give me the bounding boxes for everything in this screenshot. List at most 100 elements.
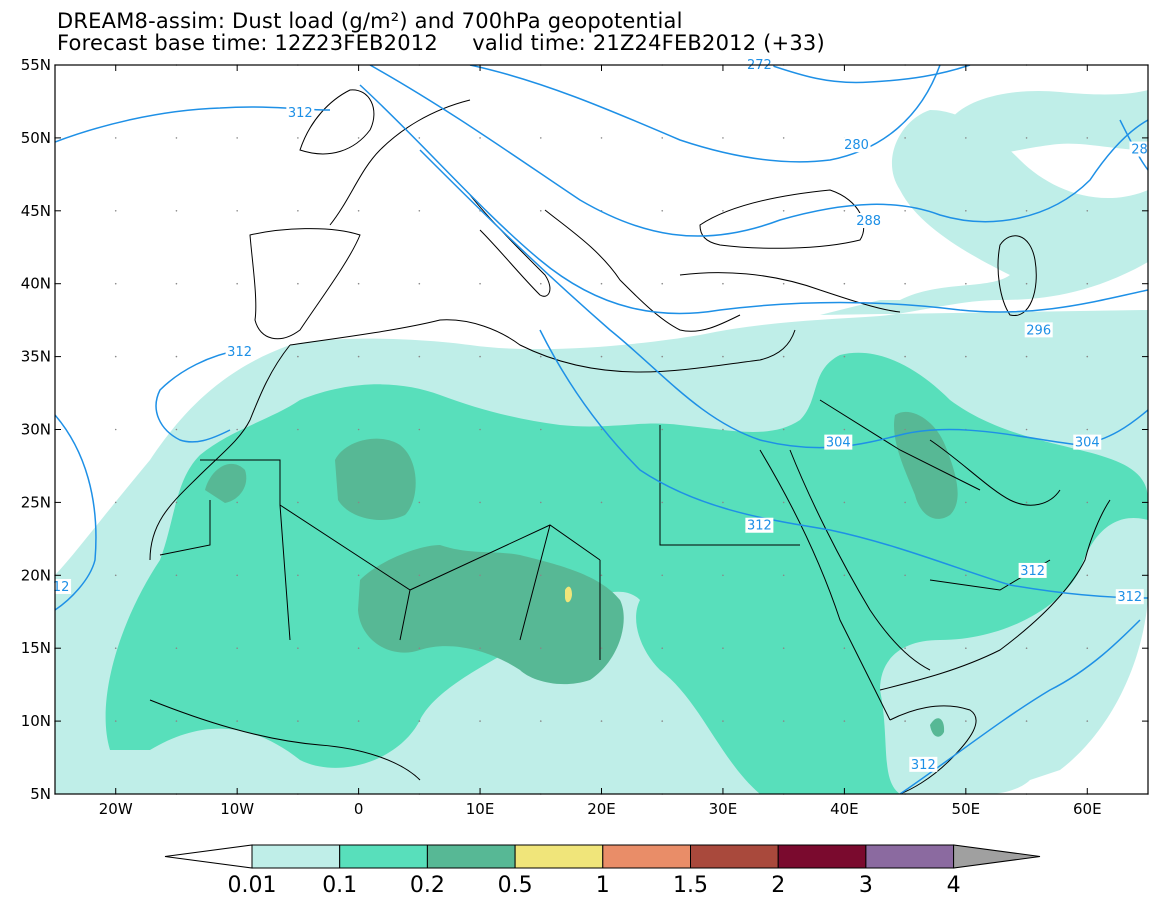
contour-label: 28 — [1129, 141, 1150, 158]
contour-label: 312 — [909, 756, 938, 773]
colorbar-label: 0.01 — [228, 873, 277, 898]
contour-272 — [769, 65, 971, 84]
colorbar-label: 3 — [859, 873, 873, 898]
contour-312-west — [155, 349, 241, 443]
x-tick-label: 30E — [709, 800, 738, 818]
contour-label: 312 — [745, 517, 774, 534]
x-tick-label: 0 — [354, 800, 364, 818]
colorbar-under-arrow — [164, 844, 253, 869]
y-tick-label: 25N — [21, 493, 51, 511]
y-tick-label: 50N — [21, 129, 51, 147]
colorbar-label: 2 — [771, 873, 785, 898]
contour-label-text: 280 — [844, 138, 869, 153]
coastline-horn-africa — [889, 705, 977, 794]
contour-label-text: 12 — [53, 580, 70, 595]
y-tick-label: 30N — [21, 421, 51, 439]
geopotential-contours — [55, 65, 1148, 794]
contour-288 — [369, 65, 1148, 237]
contour-label: 296 — [1024, 322, 1053, 338]
y-tick-label: 5N — [30, 785, 51, 803]
coastline-black-sea — [699, 189, 865, 249]
colorbar-label: 0.1 — [322, 873, 357, 898]
y-tick-label: 15N — [21, 639, 51, 657]
coastline-balkans-greece — [544, 209, 741, 332]
colorbar-box — [426, 844, 516, 869]
contour-label: 12 — [51, 578, 72, 595]
map-title: DREAM8-assim: Dust load (g/m²) and 700hP… — [57, 9, 683, 33]
contour-label-text: 312 — [911, 758, 936, 773]
contour-label: 288 — [854, 213, 883, 229]
border-sahara-1 — [279, 504, 601, 641]
y-tick-label: 55N — [21, 56, 51, 74]
coastline-iberia — [249, 228, 361, 340]
contour-label: 312 — [1115, 589, 1144, 605]
coastline-italy — [469, 194, 551, 297]
contour-label-text: 312 — [747, 519, 772, 534]
x-tick-label: 10E — [466, 800, 495, 818]
x-tick-label: 10W — [220, 800, 254, 818]
border-sahara-3 — [159, 459, 281, 556]
contour-label-text: 312 — [288, 106, 313, 121]
colorbar-box — [777, 844, 867, 869]
contour-280 — [469, 65, 941, 163]
x-tick-label: 40E — [830, 800, 859, 818]
contour-label: 304 — [824, 434, 853, 451]
coastline-persian-gulf — [929, 439, 1061, 506]
colorbar-box — [602, 844, 691, 869]
colorbar: 0.01 0.1 0.2 0.5 1 1.5 2 3 4 — [164, 844, 1041, 898]
x-tick-label: 60E — [1073, 800, 1102, 818]
map-subtitle: Forecast base time: 12Z23FEB2012 valid t… — [57, 31, 825, 55]
dust-region-0.2 — [358, 545, 624, 685]
dust-load-shading — [55, 90, 1148, 794]
contour-label-text: 312 — [1117, 590, 1142, 605]
contour-label: 304 — [1073, 434, 1102, 451]
colorbar-over-arrow — [953, 844, 1041, 869]
contour-label-text: 312 — [227, 345, 252, 360]
dust-region-0.2-north — [335, 438, 416, 520]
coastlines-and-borders — [149, 89, 1111, 794]
colorbar-label: 0.2 — [410, 873, 445, 898]
x-tick-label: 20E — [587, 800, 616, 818]
colorbar-box — [690, 844, 779, 869]
contour-label-text: 304 — [1075, 436, 1100, 451]
coastline-gulf-guinea — [149, 699, 421, 781]
y-tick-label: 10N — [21, 712, 51, 730]
coastline-red-sea — [759, 449, 931, 721]
contour-label: 312 — [286, 105, 315, 121]
colorbar-box — [514, 844, 604, 869]
contour-312-far-west — [55, 414, 97, 611]
contour-312-east — [899, 619, 1141, 794]
contour-label: 280 — [842, 137, 871, 153]
axis-ticks: 20W 10W 0 10E 20E 30E 40E 50E 60E 55N 50N 45N 40N 35N… — [21, 56, 1148, 818]
contour-label-text: 296 — [1026, 323, 1051, 338]
colorbar-label: 4 — [947, 873, 961, 898]
colorbar-label: 1.5 — [673, 873, 708, 898]
dust-region-0.01-north — [950, 90, 1148, 155]
colorbar-box — [339, 844, 428, 869]
coastline-north-africa — [289, 319, 796, 373]
dust-region-0.2-east — [894, 411, 958, 519]
contour-label: 312 — [225, 344, 254, 360]
colorbar-box — [865, 844, 955, 869]
contour-label-text: 304 — [826, 436, 851, 451]
border-sahara-2 — [599, 425, 800, 660]
colorbar-label: 1 — [596, 873, 610, 898]
coastline-france-uk — [299, 89, 471, 226]
contour-label: 312 — [1018, 562, 1047, 579]
contour-label-text: 28 — [1131, 143, 1148, 158]
y-tick-label: 35N — [21, 348, 51, 366]
contour-296 — [359, 84, 1148, 315]
dust-region-0.2-horn — [930, 718, 945, 737]
colorbar-box — [251, 844, 341, 869]
y-tick-label: 40N — [21, 275, 51, 293]
coastline-caspian — [997, 235, 1037, 316]
y-tick-label: 45N — [21, 202, 51, 220]
contour-312-south — [539, 329, 1148, 599]
coastline-arabia-south — [879, 499, 1111, 691]
coastline-west-africa — [149, 344, 291, 561]
x-tick-label: 20W — [99, 800, 133, 818]
colorbar-label: 0.5 — [498, 873, 533, 898]
coastline-anatolia — [679, 272, 901, 313]
